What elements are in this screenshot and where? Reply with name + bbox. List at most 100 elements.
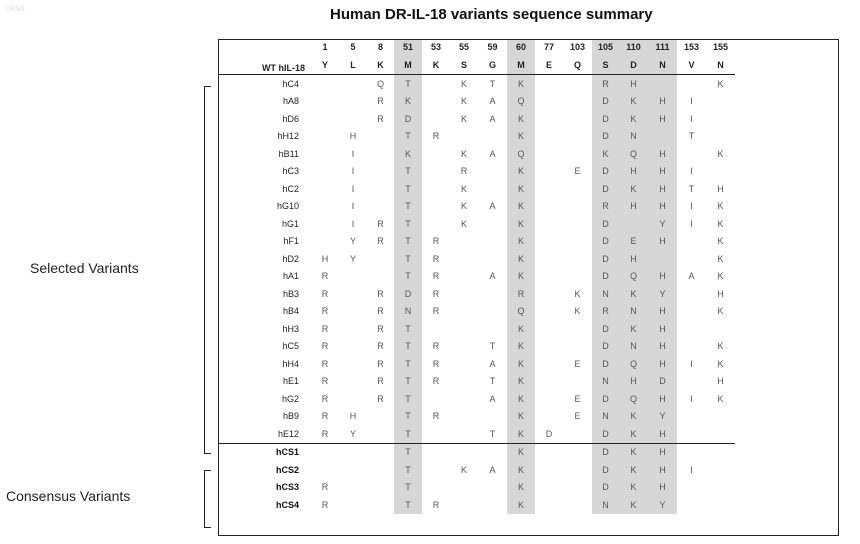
residue-cell: Q [619, 355, 648, 373]
residue-cell [535, 93, 563, 111]
residue-cell: E [574, 411, 581, 422]
residue-cell: H [648, 425, 677, 443]
residue-cell [478, 442, 507, 461]
residue-cell: Q [507, 92, 535, 110]
residue-cell: H [648, 232, 677, 250]
variant-row: hCS2 T K A K D K H I [218, 461, 735, 479]
residue-cell: T [394, 267, 422, 285]
residue-cell: H [619, 162, 648, 180]
residue-cell: R [377, 96, 384, 107]
residue-cell: K [460, 96, 467, 107]
residue-cell [450, 408, 478, 426]
variant-row: hC2 I T K K D K H T H [218, 180, 735, 198]
residue-cell: N [619, 302, 648, 320]
residue-cell [677, 303, 706, 321]
residue-cell [619, 215, 648, 233]
variant-name: hB3 [282, 288, 299, 299]
residue-cell [706, 496, 735, 514]
variant-name: hH4 [282, 358, 299, 369]
selected-variants-label: Selected Variants [30, 260, 139, 276]
wild-type-residue: N [648, 56, 677, 75]
variant-row: hH3 R R T K D K H [218, 320, 735, 338]
residue-cell [563, 338, 592, 356]
residue-cell: H [619, 372, 648, 390]
residue-cell [478, 408, 507, 426]
variant-row: hCS3 R T K D K H [218, 478, 735, 497]
residue-cell [706, 110, 735, 128]
residue-cell [367, 163, 394, 181]
residue-cell [563, 198, 592, 216]
residue-cell: I [690, 218, 693, 229]
residue-cell [339, 320, 367, 338]
variant-row: hD2 H Y T R K D H K [218, 250, 735, 268]
residue-cell: K [460, 148, 467, 159]
variant-name: hCS3 [275, 482, 299, 493]
wild-type-residue: N [706, 56, 735, 75]
residue-cell: H [321, 253, 329, 264]
residue-cell [450, 303, 478, 321]
residue-cell: N [619, 127, 648, 145]
residue-cell [535, 215, 563, 233]
variant-row: hCS1 T K D K H [218, 442, 735, 461]
residue-cell [422, 390, 450, 408]
residue-cell [535, 303, 563, 321]
residue-cell [422, 180, 450, 198]
residue-cell [339, 303, 367, 321]
residue-cell [535, 110, 563, 128]
residue-cell [535, 355, 563, 373]
residue-cell [535, 390, 563, 408]
variant-name: hG2 [281, 393, 299, 404]
wild-type-residue: G [478, 56, 507, 75]
residue-cell: H [648, 302, 677, 320]
wild-type-residue: L [339, 56, 367, 75]
residue-cell [339, 390, 367, 408]
variant-row: hG1 I R T K K D Y I K [218, 215, 735, 233]
residue-cell: K [507, 197, 535, 215]
residue-cell [422, 75, 450, 93]
residue-cell: K [507, 425, 535, 443]
residue-cell: D [592, 180, 619, 198]
residue-cell: K [507, 372, 535, 390]
residue-cell [450, 425, 478, 443]
variant-name: hA8 [282, 96, 299, 107]
residue-cell: R [321, 288, 329, 299]
residue-cell: T [394, 127, 422, 145]
residue-cell: K [619, 180, 648, 198]
residue-cell: K [717, 236, 724, 247]
residue-cell: T [394, 442, 422, 461]
residue-cell [367, 198, 394, 216]
wild-type-residue: K [367, 56, 394, 75]
residue-cell [677, 233, 706, 251]
variant-name: hCS2 [275, 464, 299, 475]
residue-cell [478, 250, 507, 268]
residue-cell [367, 128, 394, 146]
residue-cell: H [349, 411, 357, 422]
residue-cell [648, 74, 677, 93]
residue-cell: R [432, 499, 440, 510]
residue-cell [706, 442, 735, 461]
position-number: 110 [619, 39, 648, 57]
residue-cell [478, 215, 507, 233]
wild-type-residue: Q [563, 56, 592, 75]
residue-cell [535, 233, 563, 251]
variant-row: hF1 Y R T R K D E H K [218, 232, 735, 251]
residue-cell [339, 93, 367, 111]
residue-cell [535, 373, 563, 391]
residue-cell [677, 75, 706, 93]
variant-row: hH12 H T R K D N T [218, 127, 735, 146]
wild-type-residue: Y [311, 56, 339, 75]
residue-cell [706, 479, 735, 497]
residue-cell: K [717, 358, 724, 369]
residue-cell: Y [648, 407, 677, 425]
residue-cell: Q [507, 145, 535, 163]
residue-cell: D [592, 250, 619, 268]
residue-cell [367, 145, 394, 163]
residue-cell [563, 425, 592, 443]
residue-cell: T [394, 215, 422, 233]
residue-cell: R [432, 341, 440, 352]
wild-type-residue: E [535, 56, 563, 75]
residue-cell: I [690, 96, 693, 107]
residue-cell [535, 198, 563, 216]
position-number-row: 1 5 8 51 53 55 59 60 77 103 105 110 111 153 155 [218, 39, 735, 57]
